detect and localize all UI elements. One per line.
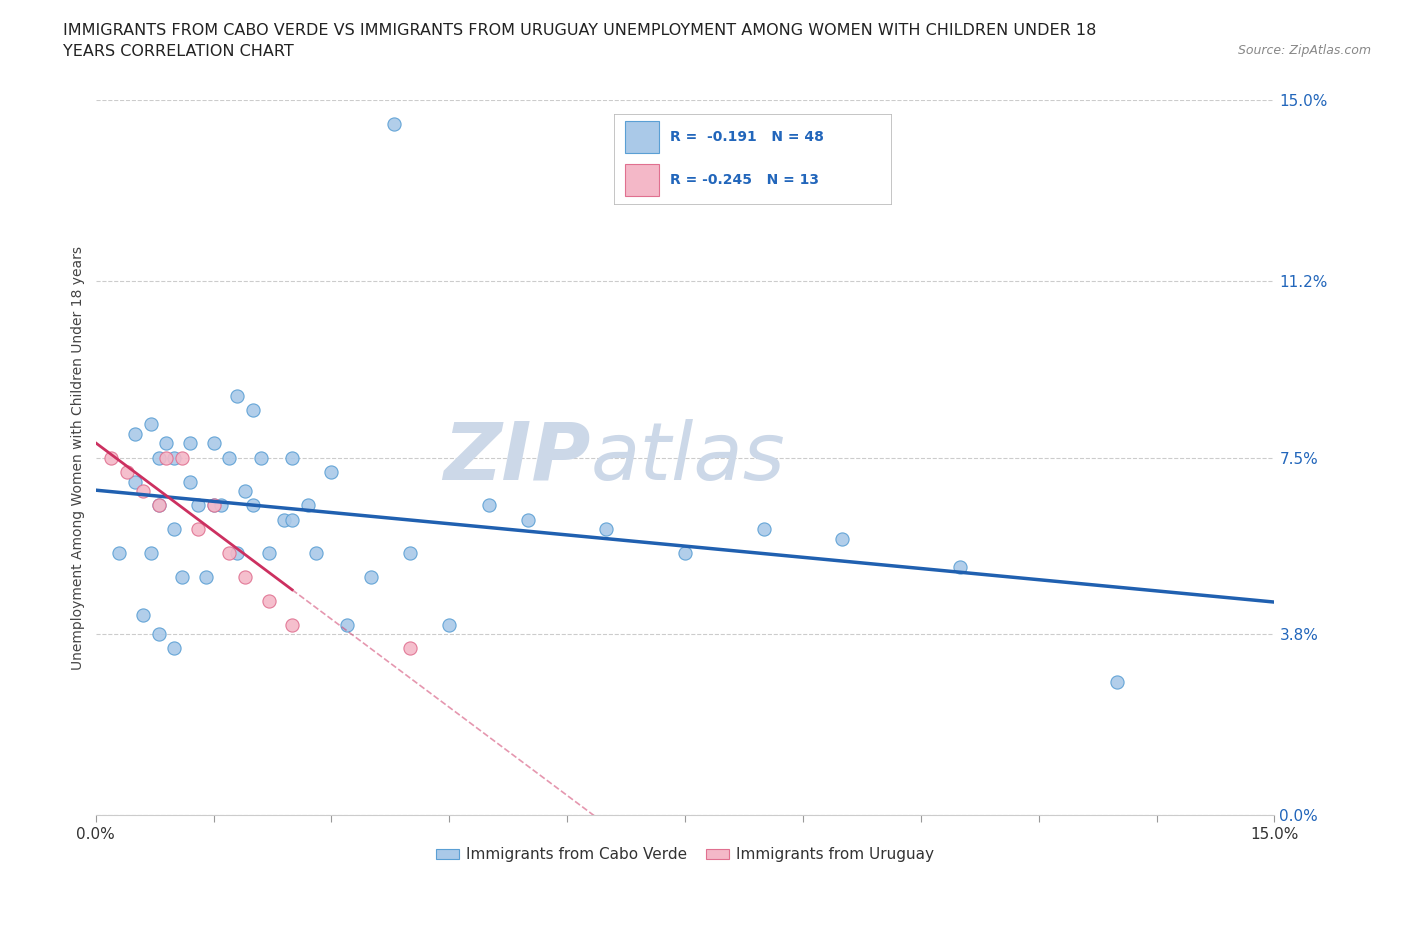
Point <box>148 627 170 642</box>
Point <box>132 607 155 622</box>
Point <box>242 403 264 418</box>
Point <box>139 546 162 561</box>
Point <box>673 546 696 561</box>
Point <box>172 450 194 465</box>
Point <box>100 450 122 465</box>
Point <box>273 512 295 527</box>
Text: atlas: atlas <box>591 418 786 497</box>
Point <box>257 593 280 608</box>
Point <box>179 474 201 489</box>
Point <box>233 569 256 584</box>
Point <box>139 417 162 432</box>
Point <box>257 546 280 561</box>
Point <box>1107 674 1129 689</box>
Point <box>155 436 177 451</box>
Point <box>233 484 256 498</box>
Point <box>399 546 422 561</box>
Point <box>516 512 538 527</box>
Point <box>281 512 304 527</box>
Point <box>399 641 422 656</box>
Point <box>949 560 972 575</box>
Point <box>305 546 328 561</box>
Text: IMMIGRANTS FROM CABO VERDE VS IMMIGRANTS FROM URUGUAY UNEMPLOYMENT AMONG WOMEN W: IMMIGRANTS FROM CABO VERDE VS IMMIGRANTS… <box>63 23 1097 38</box>
Point <box>108 546 131 561</box>
Point <box>321 464 343 479</box>
Point <box>752 522 775 537</box>
Point <box>187 498 209 512</box>
Point <box>179 436 201 451</box>
Point <box>218 450 240 465</box>
Point <box>226 388 249 403</box>
Point <box>163 450 186 465</box>
Point <box>281 450 304 465</box>
Text: ZIP: ZIP <box>443 418 591 497</box>
Point <box>124 474 146 489</box>
Point <box>148 498 170 512</box>
Point <box>281 618 304 632</box>
Point <box>155 450 177 465</box>
Point <box>249 450 271 465</box>
Point <box>163 641 186 656</box>
Y-axis label: Unemployment Among Women with Children Under 18 years: Unemployment Among Women with Children U… <box>72 246 86 670</box>
Point <box>148 498 170 512</box>
Point <box>202 436 225 451</box>
Point <box>148 450 170 465</box>
Point <box>297 498 319 512</box>
Point <box>202 498 225 512</box>
Point <box>242 498 264 512</box>
Point <box>115 464 138 479</box>
Text: Source: ZipAtlas.com: Source: ZipAtlas.com <box>1237 44 1371 57</box>
Point <box>163 522 186 537</box>
Point <box>478 498 501 512</box>
Point <box>124 426 146 441</box>
Point <box>187 522 209 537</box>
Point <box>209 498 232 512</box>
Point <box>218 546 240 561</box>
Point <box>360 569 382 584</box>
Point <box>132 484 155 498</box>
Point <box>336 618 359 632</box>
Point <box>382 116 405 131</box>
Point <box>831 531 853 546</box>
Legend: Immigrants from Cabo Verde, Immigrants from Uruguay: Immigrants from Cabo Verde, Immigrants f… <box>430 842 941 869</box>
Point <box>595 522 617 537</box>
Text: YEARS CORRELATION CHART: YEARS CORRELATION CHART <box>63 44 294 59</box>
Point <box>202 498 225 512</box>
Point <box>439 618 461 632</box>
Point <box>226 546 249 561</box>
Point <box>194 569 217 584</box>
Point <box>172 569 194 584</box>
